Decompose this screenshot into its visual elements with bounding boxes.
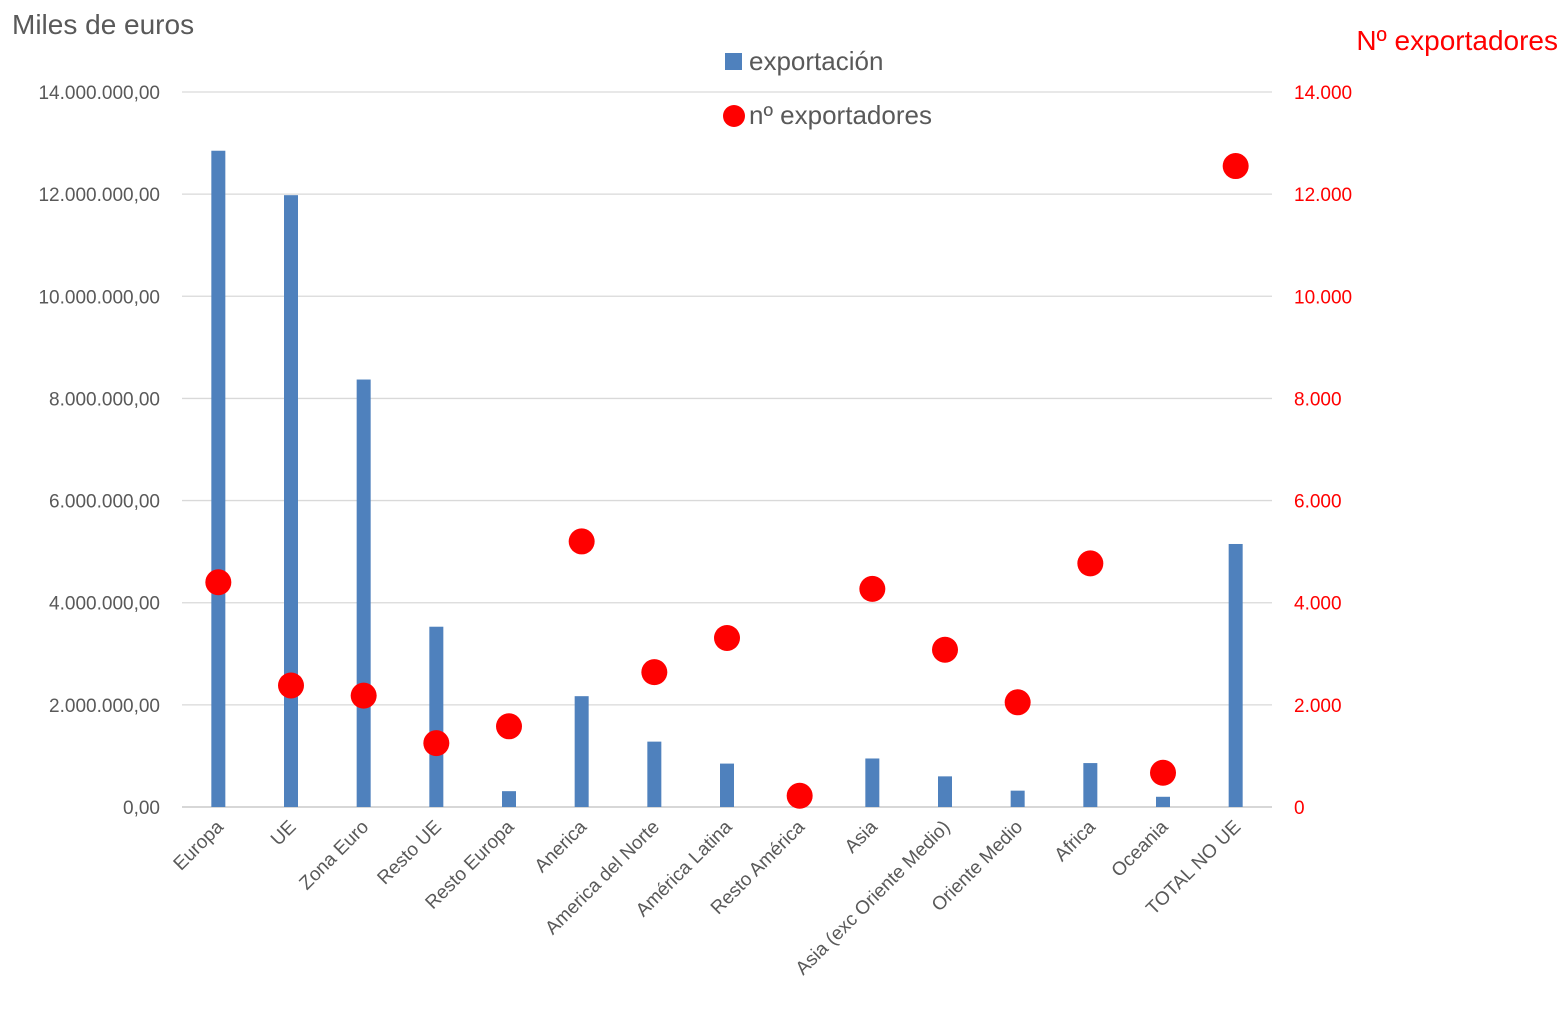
bar bbox=[647, 741, 662, 807]
bar bbox=[574, 696, 589, 807]
scatter-point bbox=[1222, 153, 1249, 180]
y-left-tick-label: 2.000.000,00 bbox=[49, 696, 160, 717]
y-axis-right-title: Nº exportadores bbox=[1356, 25, 1558, 56]
y-left-tick-label: 4.000.000,00 bbox=[49, 594, 160, 615]
y-right-tick-label: 12.000 bbox=[1294, 185, 1352, 206]
bar bbox=[429, 626, 444, 807]
bar bbox=[720, 763, 734, 807]
category-label: Resto UE bbox=[374, 817, 446, 889]
category-label: Oceania bbox=[1108, 816, 1173, 881]
y-left-tick-label: 12.000.000,00 bbox=[38, 185, 160, 206]
y-right-tick-label: 8.000 bbox=[1294, 389, 1342, 410]
legend-dot-swatch bbox=[723, 105, 745, 127]
y-right-tick-label: 2.000 bbox=[1294, 696, 1342, 717]
scatter-point bbox=[1150, 759, 1176, 786]
scatter-point bbox=[205, 569, 232, 596]
bar-series bbox=[211, 150, 1243, 807]
y-left-tick-label: 14.000.000,00 bbox=[38, 83, 160, 104]
category-label: Zona Euro bbox=[296, 817, 374, 895]
y-right-tick-label: 10.000 bbox=[1294, 287, 1352, 308]
y-right-tick-label: 14.000 bbox=[1294, 83, 1352, 104]
legend-dot-label: nº exportadores bbox=[749, 100, 932, 130]
bar bbox=[1228, 543, 1243, 807]
y-left-tick-label: 8.000.000,00 bbox=[49, 389, 160, 410]
scatter-point bbox=[1077, 550, 1104, 577]
bar bbox=[1083, 763, 1098, 807]
y-axis-left-title: Miles de euros bbox=[12, 9, 194, 40]
scatter-point bbox=[278, 672, 304, 699]
y-left-tick-label: 6.000.000,00 bbox=[49, 492, 160, 513]
bar bbox=[211, 150, 226, 807]
bar bbox=[502, 791, 516, 807]
y-left-tick-label: 10.000.000,00 bbox=[38, 287, 160, 308]
y-right-tick-label: 4.000 bbox=[1294, 594, 1342, 615]
scatter-point bbox=[932, 636, 958, 663]
bar bbox=[938, 776, 952, 807]
bar bbox=[284, 195, 298, 807]
category-label: Europa bbox=[170, 816, 228, 874]
category-label: Asia bbox=[841, 816, 882, 857]
bar bbox=[356, 379, 371, 807]
scatter-point bbox=[1004, 689, 1031, 716]
scatter-point bbox=[641, 659, 668, 686]
scatter-point bbox=[786, 782, 813, 809]
y-left-tick-label: 0,00 bbox=[123, 798, 160, 819]
gridlines bbox=[182, 91, 1272, 808]
scatter-point bbox=[568, 528, 595, 555]
category-label: UE bbox=[267, 817, 301, 851]
category-label: Anerica bbox=[531, 816, 592, 877]
y-right-tick-label: 0 bbox=[1294, 798, 1305, 819]
bar bbox=[1156, 796, 1170, 807]
legend: exportación nº exportadores bbox=[723, 46, 932, 130]
scatter-series bbox=[205, 153, 1249, 809]
y-right-tick-label: 6.000 bbox=[1294, 492, 1342, 513]
scatter-point bbox=[423, 730, 450, 757]
bar bbox=[865, 758, 880, 807]
legend-bar-swatch bbox=[725, 53, 742, 70]
axis-ticks: 0,00 0 2.000.000,00 2.000 4.000.000,00 4.000 6… bbox=[38, 83, 1352, 819]
scatter-point bbox=[714, 624, 740, 651]
scatter-point bbox=[496, 713, 522, 740]
category-label: Africa bbox=[1051, 816, 1100, 865]
scatter-point bbox=[350, 682, 377, 709]
scatter-point bbox=[859, 575, 886, 602]
legend-bar-label: exportación bbox=[749, 46, 883, 76]
bar bbox=[1010, 790, 1025, 807]
